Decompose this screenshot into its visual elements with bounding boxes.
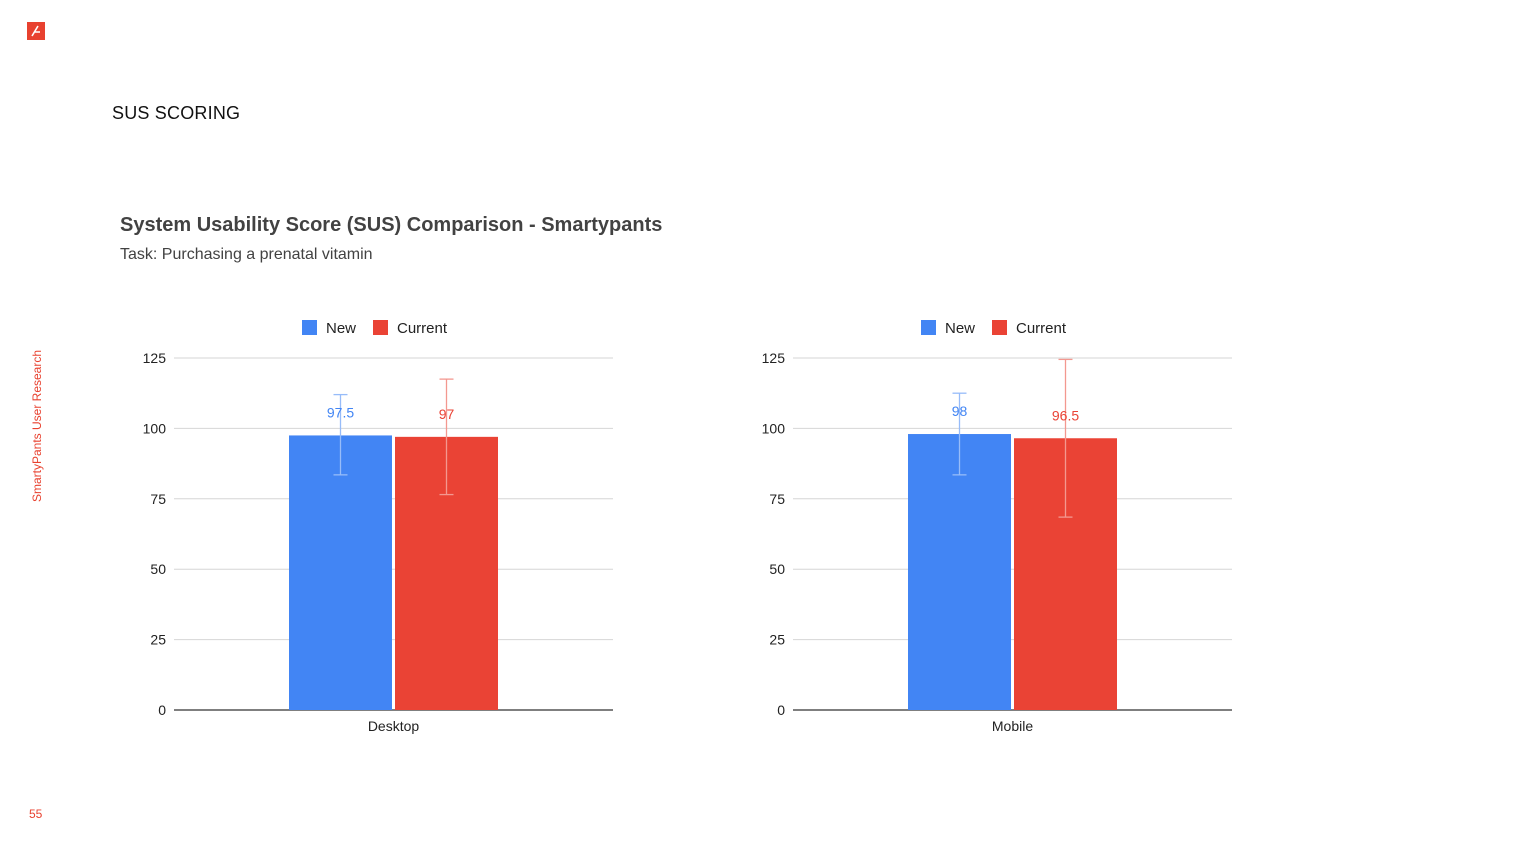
y-tick-label: 50 bbox=[769, 561, 785, 577]
brand-logo-icon bbox=[27, 22, 45, 40]
data-label: 97.5 bbox=[327, 404, 354, 420]
bar bbox=[908, 434, 1011, 710]
page-number: 55 bbox=[29, 807, 43, 821]
y-tick-label: 100 bbox=[143, 420, 167, 436]
y-tick-label: 0 bbox=[158, 702, 166, 718]
y-tick-label: 75 bbox=[150, 491, 166, 507]
legend-swatch bbox=[373, 320, 388, 335]
legend-label: Current bbox=[397, 320, 448, 337]
legend-label: Current bbox=[1016, 320, 1067, 337]
y-tick-label: 125 bbox=[143, 350, 167, 366]
legend-label: New bbox=[326, 320, 356, 337]
section-title: SUS SCORING bbox=[112, 103, 241, 123]
legend-swatch bbox=[992, 320, 1007, 335]
legend-swatch bbox=[921, 320, 936, 335]
legend-label: New bbox=[945, 320, 975, 337]
y-tick-label: 50 bbox=[150, 561, 166, 577]
y-tick-label: 25 bbox=[769, 632, 785, 648]
x-category-label: Desktop bbox=[368, 718, 420, 734]
y-tick-label: 0 bbox=[777, 702, 785, 718]
y-tick-label: 125 bbox=[762, 350, 786, 366]
chart-subtitle: Task: Purchasing a prenatal vitamin bbox=[120, 246, 373, 263]
desktop-chart: 0 25 50 75 100 125 New Current 97.5 97 Desktop bbox=[143, 320, 613, 734]
data-label: 98 bbox=[952, 403, 968, 419]
y-tick-label: 25 bbox=[150, 632, 166, 648]
mobile-chart: 0 25 50 75 100 125 New Current 98 96.5 Mobile bbox=[762, 320, 1232, 734]
data-label: 97 bbox=[439, 406, 455, 422]
x-category-label: Mobile bbox=[992, 718, 1033, 734]
side-label: SmartyPants User Research bbox=[30, 349, 44, 503]
chart-title: System Usability Score (SUS) Comparison … bbox=[120, 214, 663, 236]
y-tick-label: 75 bbox=[769, 491, 785, 507]
bar bbox=[289, 435, 392, 710]
y-tick-label: 100 bbox=[762, 420, 786, 436]
data-label: 96.5 bbox=[1052, 407, 1079, 423]
legend-swatch bbox=[302, 320, 317, 335]
